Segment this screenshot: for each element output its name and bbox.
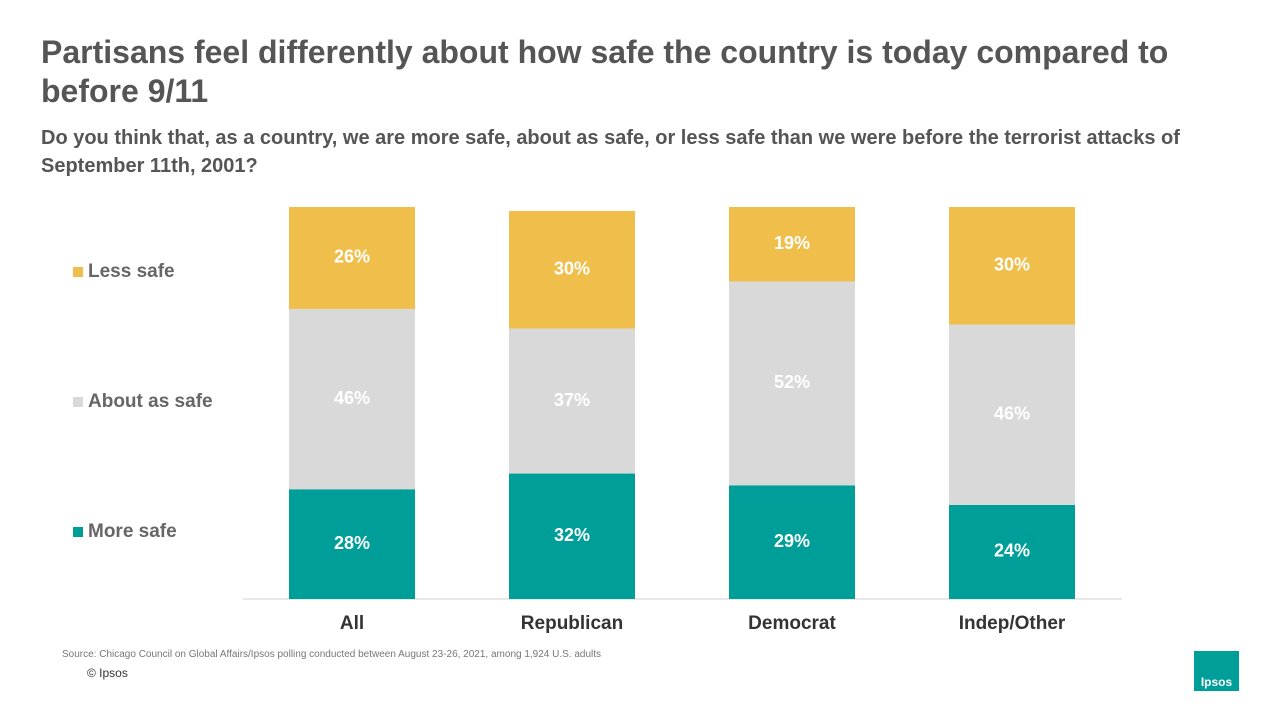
data-label: 52% (774, 372, 810, 392)
bar-segment (289, 308, 415, 490)
data-label: 26% (334, 247, 370, 267)
legend-swatch (73, 267, 83, 277)
copyright: © Ipsos (87, 666, 128, 680)
data-label: 30% (554, 258, 590, 278)
x-tick-label: Indep/Other (959, 613, 1066, 634)
data-label: 19% (774, 233, 810, 253)
bar-segment (949, 207, 1075, 325)
bar-segment (509, 328, 635, 474)
x-tick-label: All (340, 613, 364, 634)
bar-segment (949, 504, 1075, 599)
data-label: 29% (774, 531, 810, 551)
bar-segment (289, 489, 415, 599)
source: Source: Chicago Council on Global Affair… (62, 649, 602, 660)
data-label: 32% (554, 525, 590, 545)
legend-swatch (73, 397, 83, 407)
data-label: 46% (334, 388, 370, 408)
legend-label: More safe (88, 521, 177, 542)
bar-segment (729, 207, 855, 282)
legend-label: Less safe (88, 261, 175, 282)
bar-segment (289, 207, 415, 309)
bar-segment (509, 210, 635, 329)
bar-segment (729, 485, 855, 599)
bar-segment (509, 473, 635, 599)
data-label: 28% (334, 533, 370, 553)
x-tick-label: Republican (521, 613, 623, 634)
x-tick-label: Democrat (748, 613, 836, 634)
bar-segment (949, 324, 1075, 505)
bar-segment (729, 281, 855, 486)
data-label: 30% (994, 255, 1030, 275)
legend-label: About as safe (88, 391, 213, 412)
title: Partisans feel differently about how saf… (41, 34, 1169, 109)
legend-swatch (73, 527, 83, 537)
data-label: 24% (994, 541, 1030, 561)
data-label: 46% (994, 404, 1030, 424)
subtitle: Do you think that, as a country, we are … (41, 127, 1180, 177)
logo: Ipsos (1194, 651, 1239, 691)
data-label: 37% (554, 390, 590, 410)
